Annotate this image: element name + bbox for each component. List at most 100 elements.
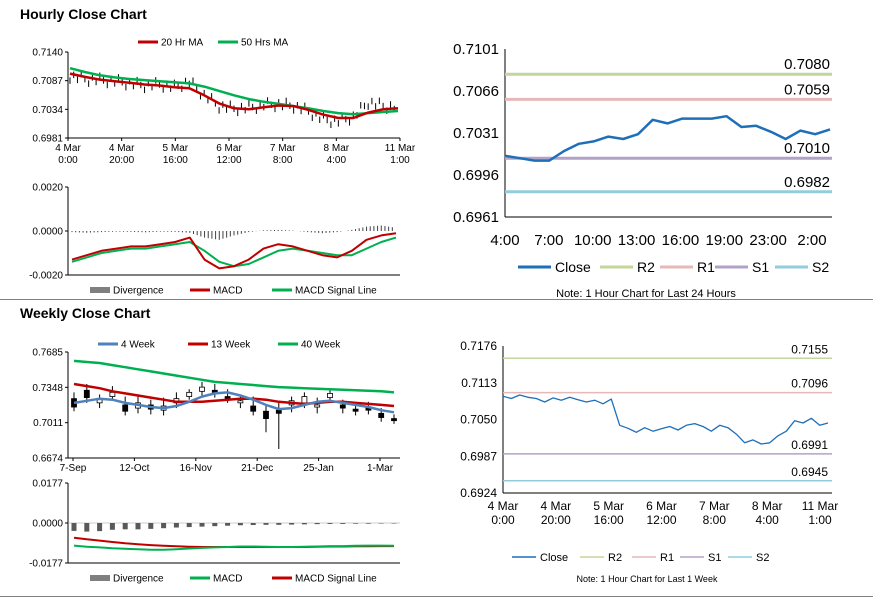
weekly-divergence-bar (71, 523, 77, 531)
weekly-pivot-x-tick-label: 4:00 (755, 513, 779, 527)
hourly-price-x-tick-label: 8 Mar (324, 143, 350, 154)
weekly-macd-y-tick-label: 0.0000 (32, 519, 63, 530)
weekly-pivot-x-tick-label: 4 Mar (540, 499, 571, 513)
weekly-pivot-y-tick-label: 0.7113 (461, 376, 497, 390)
weekly-divergence-bar (250, 523, 256, 526)
hourly-pivot-r2-label: 0.7080 (784, 56, 830, 73)
weekly-section-title: Weekly Close Chart (20, 305, 151, 321)
bottom-divider (0, 596, 873, 597)
weekly-pivot-y-tick-label: 0.7050 (460, 413, 497, 427)
weekly-candle-body (391, 418, 397, 422)
hourly-pivot-note: Note: 1 Hour Chart for Last 24 Hours (556, 288, 736, 300)
hourly-pivot-y-tick-label: 0.7101 (453, 41, 499, 58)
hourly-price-x-tick-label: 8:00 (273, 155, 293, 166)
hourly-price-y-tick-label: 0.7087 (32, 76, 63, 87)
weekly-macd-signal-legend-label: MACD Signal Line (295, 574, 377, 585)
weekly-pivot-legend-label: Close (540, 552, 568, 564)
weekly-divergence-bar (109, 523, 115, 530)
weekly-macd-legend-label: MACD (213, 574, 242, 585)
weekly-pivot-y-tick-label: 0.7176 (460, 339, 497, 353)
weekly-divergence-bar (301, 523, 307, 525)
weekly-candle-body (301, 396, 308, 404)
hourly-price-x-tick-label: 4 Mar (55, 143, 81, 154)
weekly-candle-body (83, 389, 90, 399)
hourly-price-x-tick-label: 6 Mar (216, 143, 242, 154)
hourly-pivot-legend-label: Close (555, 259, 591, 275)
hourly-price-x-tick-label: 20:00 (109, 155, 134, 166)
hourly-macd-y-tick-label: 0.0000 (32, 227, 63, 238)
hourly-50hr-ma-legend-label: 50 Hrs MA (241, 38, 289, 49)
hourly-divergence-legend-label: Divergence (113, 286, 164, 297)
weekly-divergence-bar (135, 523, 141, 530)
weekly-pivot-s1-label: 0.6991 (791, 438, 828, 452)
weekly-divergence-bar (84, 523, 90, 532)
hourly-price-x-tick-label: 4:00 (327, 155, 347, 166)
weekly-candle-body (250, 405, 257, 412)
hourly-pivot-x-tick-label: 4:00 (490, 232, 519, 249)
weekly-candle-body (327, 393, 333, 399)
weekly-13week-legend-label: 13 Week (211, 340, 251, 351)
hourly-divergence-legend-swatch (90, 287, 110, 293)
weekly-divergence-bar (225, 523, 231, 526)
hourly-pivot-legend-label: R1 (697, 259, 715, 275)
hourly-pivot-x-tick-label: 23:00 (749, 232, 787, 249)
weekly-price-y-tick-label: 0.6674 (32, 454, 63, 465)
weekly-pivot-x-tick-label: 5 Mar (593, 499, 624, 513)
weekly-4week-legend-label: 4 Week (121, 340, 156, 351)
weekly-pivot-x-tick-label: 20:00 (541, 513, 571, 527)
weekly-divergence-bar (340, 523, 346, 524)
weekly-candle-body (352, 408, 359, 412)
weekly-pivot-legend-label: S2 (756, 552, 769, 564)
weekly-divergence-bar (314, 523, 320, 525)
hourly-price-y-tick-label: 0.7034 (32, 105, 63, 116)
weekly-price-x-tick-label: 7-Sep (60, 463, 87, 474)
weekly-divergence-bar (365, 523, 371, 524)
hourly-pivot-y-tick-label: 0.6996 (453, 167, 499, 184)
hourly-pivot-legend-label: S2 (812, 259, 829, 275)
weekly-pivot-r2-label: 0.7155 (791, 342, 828, 356)
weekly-divergence-bar (237, 523, 243, 526)
weekly-candle-body (378, 412, 385, 418)
hourly-price-x-tick-label: 5 Mar (163, 143, 189, 154)
weekly-pivot-x-tick-label: 12:00 (646, 513, 676, 527)
weekly-pivot-x-tick-label: 16:00 (594, 513, 624, 527)
hourly-section-title: Hourly Close Chart (20, 6, 147, 22)
hourly-price-x-tick-label: 0:00 (58, 155, 78, 166)
hourly-price-x-tick-label: 12:00 (216, 155, 241, 166)
weekly-divergence-legend-swatch (90, 575, 110, 581)
weekly-candle-body (263, 410, 269, 419)
weekly-pivot-s2-label: 0.6945 (791, 465, 828, 479)
weekly-pivot-note: Note: 1 Hour Chart for Last 1 Week (577, 574, 718, 584)
weekly-price-x-tick-label: 21-Dec (241, 463, 273, 474)
hourly-pivot-r1-label: 0.7059 (784, 81, 830, 98)
hourly-price-y-tick-label: 0.6981 (32, 134, 63, 145)
weekly-candle-body (339, 404, 346, 409)
weekly-divergence-bar (161, 523, 167, 529)
weekly-price-x-tick-label: 25-Jan (303, 463, 334, 474)
weekly-candle-body (199, 386, 205, 392)
hourly-pivot-x-tick-label: 16:00 (662, 232, 700, 249)
weekly-pivot-y-tick-label: 0.6987 (460, 449, 497, 463)
weekly-price-x-tick-label: 16-Nov (180, 463, 212, 474)
weekly-pivot-close-line (502, 394, 829, 445)
weekly-candle-body (122, 404, 129, 412)
hourly-pivot-x-tick-label: 13:00 (618, 232, 656, 249)
weekly-divergence-bar (122, 523, 128, 530)
weekly-divergence-legend-label: Divergence (113, 574, 164, 585)
weekly-candle-body (275, 409, 282, 414)
weekly-pivot-r1-label: 0.7096 (791, 377, 828, 391)
hourly-pivot-y-tick-label: 0.7066 (453, 83, 499, 100)
weekly-40week-line (73, 359, 395, 394)
weekly-divergence-bar (353, 523, 359, 524)
hourly-pivot-x-tick-label: 10:00 (574, 232, 612, 249)
hourly-pivot-x-tick-label: 19:00 (706, 232, 744, 249)
weekly-price-y-tick-label: 0.7011 (33, 418, 63, 429)
weekly-divergence-bar (186, 523, 192, 528)
weekly-pivot-x-tick-label: 8 Mar (752, 499, 783, 513)
weekly-divergence-bar (97, 523, 103, 532)
weekly-pivot-x-tick-label: 6 Mar (646, 499, 677, 513)
hourly-50hr-ma-line (69, 66, 399, 116)
weekly-pivot-x-tick-label: 11 Mar (802, 499, 838, 513)
hourly-macd-line (71, 232, 397, 270)
